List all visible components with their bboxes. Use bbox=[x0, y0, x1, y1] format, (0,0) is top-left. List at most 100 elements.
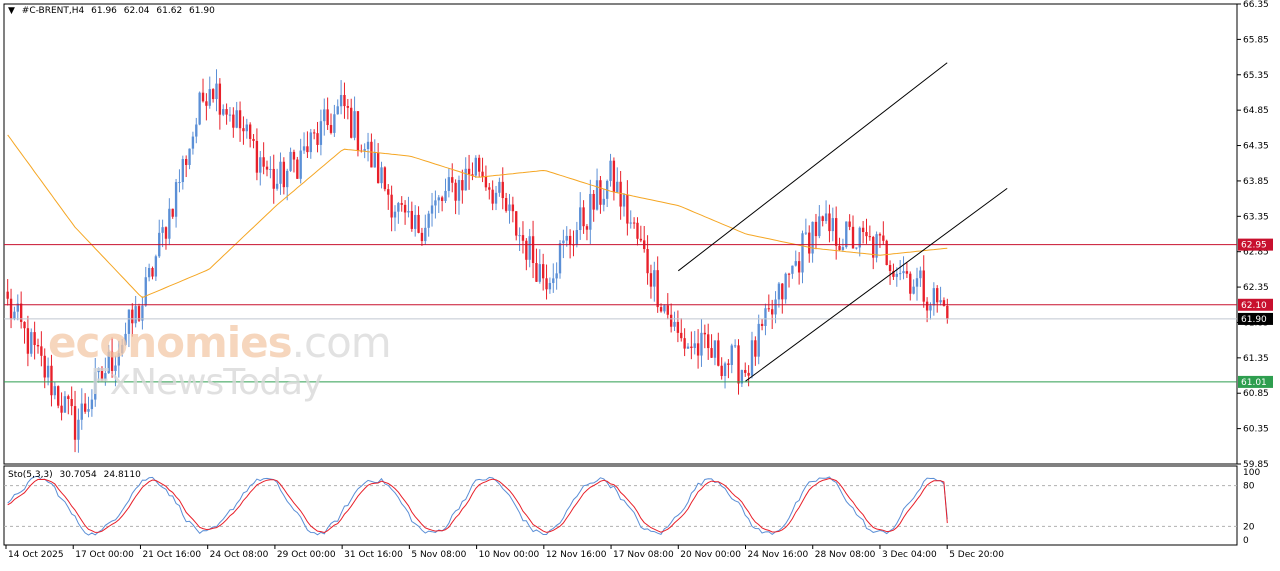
candle-body bbox=[430, 205, 434, 214]
candle-body bbox=[925, 301, 929, 311]
candle-body bbox=[427, 213, 430, 228]
candle-body bbox=[919, 270, 922, 279]
candle-body bbox=[454, 182, 457, 201]
candle-body bbox=[242, 128, 245, 132]
candle-body bbox=[811, 221, 814, 254]
stochastic-tick-label: 20 bbox=[1243, 522, 1255, 532]
level-price-tag bbox=[1238, 238, 1273, 251]
candle-body bbox=[680, 332, 683, 339]
candle-body bbox=[393, 211, 397, 218]
stochastic-tick-label: 80 bbox=[1243, 482, 1255, 492]
candle-body bbox=[211, 89, 215, 100]
candle-body bbox=[478, 157, 481, 172]
candle-body bbox=[185, 159, 188, 165]
price-tick-label: 65.85 bbox=[1243, 35, 1269, 45]
time-tick-label: 17 Oct 00:00 bbox=[75, 550, 134, 560]
candle-body bbox=[286, 170, 289, 188]
candle-body bbox=[387, 189, 390, 195]
stochastic-main-value: 30.7054 bbox=[59, 470, 97, 480]
candle-body bbox=[107, 351, 110, 374]
candle-body bbox=[471, 174, 474, 176]
candle-body bbox=[225, 109, 228, 115]
candle-body bbox=[201, 92, 205, 102]
time-tick-label: 24 Oct 08:00 bbox=[210, 550, 269, 560]
candle-body bbox=[831, 218, 834, 232]
candle-body bbox=[174, 182, 178, 217]
stochastic-panel-frame bbox=[3, 465, 1238, 546]
candle-body bbox=[737, 345, 740, 384]
channel-upper-line bbox=[677, 62, 948, 272]
candle-body bbox=[767, 308, 770, 310]
candle-body bbox=[814, 221, 818, 237]
candle-body bbox=[178, 182, 181, 184]
candle-body bbox=[696, 343, 700, 356]
candle-body bbox=[518, 235, 521, 237]
candle-body bbox=[144, 277, 147, 306]
candle-body bbox=[541, 264, 545, 279]
candle-body bbox=[252, 138, 255, 141]
candle-body bbox=[848, 221, 851, 227]
candle-body bbox=[440, 197, 444, 201]
candle-body bbox=[417, 214, 420, 233]
candle-body bbox=[723, 363, 727, 377]
candle-body bbox=[437, 197, 440, 201]
candle-body bbox=[235, 110, 238, 128]
candle-body bbox=[350, 107, 353, 138]
candle-body bbox=[868, 236, 872, 238]
candle-body bbox=[690, 346, 693, 349]
low-value: 61.62 bbox=[156, 6, 183, 16]
candle-body bbox=[565, 235, 568, 241]
candle-body bbox=[255, 140, 259, 173]
price-tick-label: 62.85 bbox=[1243, 248, 1269, 258]
candle-body bbox=[57, 386, 60, 406]
candle-body bbox=[619, 181, 622, 207]
candle-body bbox=[801, 233, 804, 273]
candle-body bbox=[909, 273, 912, 294]
candle-body bbox=[562, 240, 565, 244]
candle-body bbox=[936, 288, 939, 303]
candle-body bbox=[781, 283, 784, 300]
level-price-tag bbox=[1238, 375, 1273, 388]
candle-body bbox=[946, 305, 949, 319]
candle-body bbox=[872, 236, 875, 258]
candle-body bbox=[804, 232, 808, 234]
candle-body bbox=[188, 148, 191, 165]
candle-body bbox=[60, 405, 63, 413]
candle-body bbox=[777, 283, 781, 300]
candle-body bbox=[666, 305, 669, 315]
candle-body bbox=[134, 306, 137, 324]
candle-body bbox=[363, 149, 366, 151]
candle-body bbox=[774, 299, 777, 315]
candle-body bbox=[407, 210, 410, 213]
candle-body bbox=[784, 273, 787, 300]
high-value: 62.04 bbox=[123, 6, 150, 16]
candle-body bbox=[90, 399, 94, 410]
stochastic-main-line bbox=[7, 475, 948, 536]
candle-body bbox=[834, 218, 838, 246]
time-tick-label: 3 Dec 04:00 bbox=[882, 550, 937, 560]
candle-body bbox=[912, 286, 915, 294]
candle-body bbox=[808, 232, 811, 254]
stochastic-signal-line bbox=[7, 477, 948, 534]
price-tick-label: 63.35 bbox=[1243, 212, 1269, 222]
candle-body bbox=[168, 208, 171, 239]
candle-body bbox=[720, 365, 723, 377]
candle-body bbox=[80, 403, 83, 420]
time-tick-label: 24 Nov 16:00 bbox=[748, 550, 809, 560]
candle-body bbox=[821, 216, 824, 222]
candle-body bbox=[764, 308, 767, 327]
candle-body bbox=[710, 348, 713, 358]
dropdown-triangle-icon[interactable]: ▼ bbox=[8, 6, 15, 16]
candle-body bbox=[875, 234, 878, 258]
candle-body bbox=[215, 83, 218, 100]
candle-body bbox=[515, 211, 518, 236]
candle-body bbox=[306, 146, 309, 153]
candle-body bbox=[467, 168, 471, 175]
candle-body bbox=[474, 157, 477, 176]
chart-header: ▼ #C-BRENT,H4 61.96 62.04 61.62 61.90 bbox=[8, 6, 219, 16]
candle-body bbox=[19, 303, 23, 322]
level-price-label: 61.90 bbox=[1241, 315, 1267, 325]
candle-body bbox=[245, 124, 248, 132]
